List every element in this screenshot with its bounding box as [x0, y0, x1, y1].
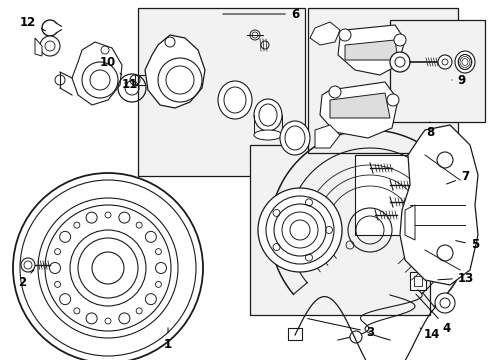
Polygon shape — [145, 35, 204, 108]
Text: 7: 7 — [446, 171, 468, 184]
Circle shape — [40, 36, 60, 56]
Bar — [287, 328, 302, 340]
Text: 4: 4 — [415, 294, 450, 334]
Ellipse shape — [218, 81, 251, 119]
Polygon shape — [35, 38, 42, 56]
Circle shape — [328, 86, 340, 98]
Ellipse shape — [454, 51, 474, 73]
Text: 6: 6 — [223, 8, 299, 21]
Circle shape — [249, 30, 260, 40]
Text: 10: 10 — [100, 55, 122, 75]
Text: 8: 8 — [425, 122, 433, 139]
Polygon shape — [337, 25, 404, 75]
Polygon shape — [345, 40, 397, 60]
Text: 5: 5 — [455, 238, 478, 252]
Polygon shape — [329, 93, 389, 118]
Circle shape — [389, 52, 409, 72]
Circle shape — [338, 29, 350, 41]
Circle shape — [434, 293, 454, 313]
Polygon shape — [399, 125, 477, 285]
Bar — [409, 272, 425, 290]
Bar — [413, 276, 421, 286]
Circle shape — [92, 252, 124, 284]
Text: 12: 12 — [20, 15, 45, 31]
Polygon shape — [319, 82, 397, 138]
Text: 11: 11 — [122, 78, 138, 91]
Bar — [354, 155, 436, 235]
Ellipse shape — [253, 99, 282, 131]
Polygon shape — [72, 42, 122, 105]
Text: 14: 14 — [419, 328, 439, 342]
Text: 13: 13 — [437, 271, 473, 284]
Circle shape — [393, 34, 405, 46]
Polygon shape — [404, 205, 414, 240]
Bar — [138, 8, 305, 176]
Circle shape — [21, 258, 35, 272]
Bar — [307, 8, 457, 153]
Circle shape — [386, 94, 398, 106]
Circle shape — [437, 55, 451, 69]
Text: 1: 1 — [163, 328, 172, 351]
Polygon shape — [314, 125, 339, 148]
Bar — [389, 20, 484, 122]
Text: 3: 3 — [307, 319, 373, 338]
Bar — [249, 145, 429, 315]
Circle shape — [349, 331, 361, 343]
Ellipse shape — [253, 130, 282, 140]
Text: 2: 2 — [18, 270, 34, 288]
Circle shape — [258, 188, 341, 272]
Polygon shape — [309, 22, 339, 45]
Circle shape — [289, 220, 309, 240]
Text: 9: 9 — [451, 73, 465, 86]
Ellipse shape — [280, 121, 309, 155]
